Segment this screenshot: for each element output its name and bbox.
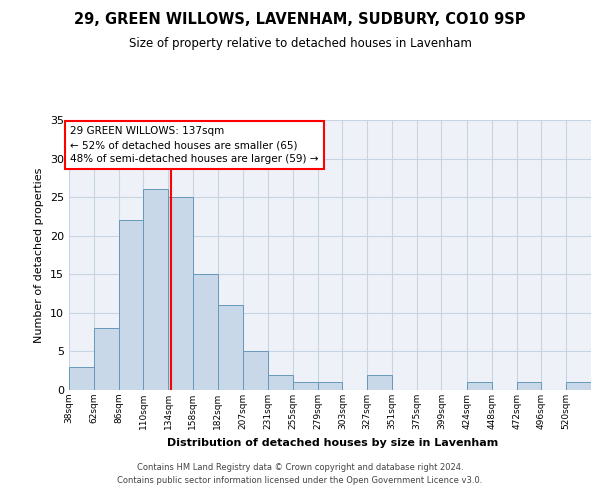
- Bar: [119, 220, 143, 390]
- Text: Distribution of detached houses by size in Lavenham: Distribution of detached houses by size …: [167, 438, 499, 448]
- Bar: [293, 382, 317, 390]
- Bar: [268, 374, 293, 390]
- Text: Contains HM Land Registry data © Crown copyright and database right 2024.
Contai: Contains HM Land Registry data © Crown c…: [118, 463, 482, 485]
- Bar: [566, 382, 591, 390]
- Bar: [367, 374, 392, 390]
- Text: 29 GREEN WILLOWS: 137sqm
← 52% of detached houses are smaller (65)
48% of semi-d: 29 GREEN WILLOWS: 137sqm ← 52% of detach…: [70, 126, 319, 164]
- Bar: [517, 382, 541, 390]
- Text: 29, GREEN WILLOWS, LAVENHAM, SUDBURY, CO10 9SP: 29, GREEN WILLOWS, LAVENHAM, SUDBURY, CO…: [74, 12, 526, 28]
- Bar: [143, 190, 168, 390]
- Bar: [69, 367, 94, 390]
- Text: Size of property relative to detached houses in Lavenham: Size of property relative to detached ho…: [128, 38, 472, 51]
- Y-axis label: Number of detached properties: Number of detached properties: [34, 168, 44, 342]
- Bar: [317, 382, 343, 390]
- Bar: [244, 352, 268, 390]
- Bar: [94, 328, 119, 390]
- Bar: [168, 197, 193, 390]
- Bar: [218, 305, 244, 390]
- Bar: [467, 382, 492, 390]
- Bar: [193, 274, 218, 390]
